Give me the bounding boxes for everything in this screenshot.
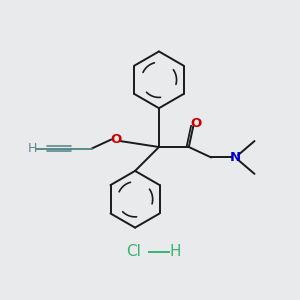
Text: Cl: Cl xyxy=(126,244,141,259)
Text: H: H xyxy=(169,244,181,259)
Text: N: N xyxy=(230,151,241,164)
Text: O: O xyxy=(110,133,121,146)
Text: H: H xyxy=(27,142,37,155)
Text: O: O xyxy=(191,117,202,130)
